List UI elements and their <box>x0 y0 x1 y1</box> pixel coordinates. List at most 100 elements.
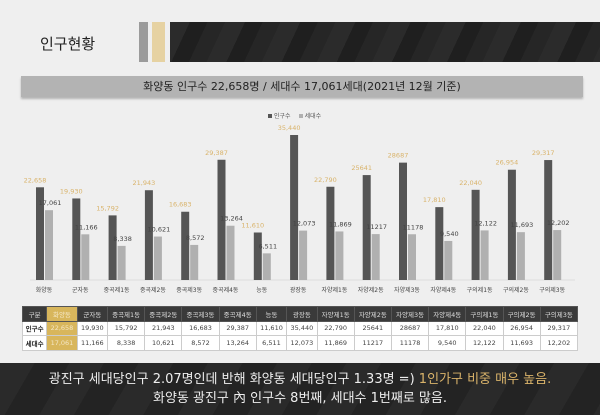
label-population: 29,317 <box>532 149 555 157</box>
label-population: 35,440 <box>278 124 301 132</box>
table-cell: 8,572 <box>181 335 220 351</box>
summary-highlight: 1인가구 비중 매우 높음. <box>418 372 552 387</box>
category-label: 구의제2동 <box>503 286 529 294</box>
label-population: 16,683 <box>169 201 192 209</box>
summary-line-2: 화양동 광진구 內 인구수 8번째, 세대수 1번째로 많음. <box>153 391 447 406</box>
beige-accent-block <box>152 22 165 62</box>
summary-line-1: 광진구 세대당인구 2.07명인데 반해 화양동 세대당인구 1.33명 =) … <box>48 372 552 387</box>
table-cell: 11217 <box>353 335 392 351</box>
bar-population <box>144 190 153 280</box>
legend-households: 세대수 <box>298 111 321 120</box>
table-header-cell: 중곡제2동 <box>144 306 183 322</box>
bar-population <box>507 169 516 280</box>
table-header-cell: 자양제1동 <box>316 306 355 322</box>
legend: 인구수 세대수 <box>268 111 321 120</box>
chart-subtitle: 화양동 인구수 22,658명 / 세대수 17,061세대(2021년 12월… <box>21 76 583 97</box>
bar-population <box>471 189 480 280</box>
label-population: 22,658 <box>24 176 47 184</box>
label-population: 22,040 <box>459 179 482 187</box>
bar-population <box>290 135 299 280</box>
category-label: 중곡제1동 <box>104 286 130 294</box>
bar-population <box>181 211 190 280</box>
label-population: 22,790 <box>314 176 337 184</box>
label-households: 17,061 <box>39 199 62 207</box>
table-cell: 세대수 <box>21 335 48 351</box>
category-label: 자양제3동 <box>394 286 420 294</box>
category-label: 중곡제3동 <box>176 286 202 294</box>
label-population: 17,810 <box>423 196 446 204</box>
bar-population <box>108 215 117 280</box>
label-population: 25641 <box>351 164 372 172</box>
page-title: 인구현황 <box>40 35 96 53</box>
category-label: 자양제4동 <box>430 286 456 294</box>
bar-population <box>253 232 262 280</box>
table-header-row: 구분 화양동 군자동 중곡제1동 중곡제2동 중곡제3동 중곡제4동 능동 광장동 자양제1동 자양… <box>21 306 579 322</box>
table-header-cell: 구의제3동 <box>539 306 579 322</box>
table-header-cell: 구의제1동 <box>465 306 504 322</box>
bar-households <box>444 240 453 280</box>
bar-households <box>299 230 308 280</box>
label-population: 29,387 <box>205 149 228 157</box>
label-households: 11217 <box>366 223 387 231</box>
table-header-cell: 자양제3동 <box>390 306 430 322</box>
table-row: 세대수 17,061 11,166 8,338 10,621 8,572 13,264 6,5… <box>21 335 579 351</box>
bar-households <box>190 244 199 280</box>
bar-population <box>36 187 44 280</box>
bar-households <box>45 210 53 280</box>
table-cell: 11,869 <box>316 335 355 351</box>
table-cell: 19,930 <box>76 320 109 336</box>
table-cell: 11,610 <box>255 320 288 336</box>
table-header-cell: 화양동 <box>46 306 78 322</box>
table-cell: 11178 <box>390 335 430 351</box>
label-households: 11,869 <box>329 220 352 228</box>
legend-population: 인구수 <box>268 111 291 120</box>
table-header-cell: 능동 <box>255 306 288 322</box>
bar-population <box>544 160 553 280</box>
table-cell: 10,621 <box>144 335 183 351</box>
table-header-cell: 광장동 <box>286 306 318 322</box>
category-label: 자양제2동 <box>358 286 384 294</box>
table-header-cell: 중곡제4동 <box>218 306 257 322</box>
bar-population <box>399 162 407 280</box>
table-cell: 35,440 <box>286 320 318 336</box>
category-label: 구의제3동 <box>539 286 565 294</box>
table-header-cell: 중곡제3동 <box>181 306 220 322</box>
label-households: 10,621 <box>148 226 171 234</box>
table-cell: 8,338 <box>107 335 146 351</box>
table-cell: 15,792 <box>107 320 146 336</box>
table-header-cell: 중곡제1동 <box>107 306 146 322</box>
table-cell: 17,810 <box>428 320 467 336</box>
table-cell: 29,387 <box>218 320 257 336</box>
table-cell: 인구수 <box>21 320 48 336</box>
table-cell: 12,202 <box>539 335 579 351</box>
category-label: 구의제1동 <box>467 286 493 294</box>
category-label: 능동 <box>256 287 268 294</box>
label-population: 21,943 <box>133 179 156 187</box>
label-population: 28687 <box>388 152 409 160</box>
table-header-cell: 구분 <box>21 306 48 322</box>
bar-chart: 22,658 17,061 화양동 19,930 11,166 군자동 15,792 8,33… <box>24 124 575 294</box>
table-cell: 11,693 <box>502 335 541 351</box>
bar-households <box>335 231 344 280</box>
table-cell: 17,061 <box>46 335 78 351</box>
table-cell: 12,073 <box>286 335 318 351</box>
bar-population <box>435 207 444 280</box>
table-cell: 26,954 <box>502 320 541 336</box>
label-households: 13,264 <box>220 215 243 223</box>
label-population: 26,954 <box>496 159 519 167</box>
bar-population <box>326 186 335 280</box>
table-header-cell: 자양제4동 <box>428 306 467 322</box>
bar-households <box>226 225 235 280</box>
dark-header-band <box>170 22 600 62</box>
bar-population <box>217 159 226 280</box>
bar-households <box>371 234 380 280</box>
bar-households <box>553 230 562 280</box>
bar-households <box>516 232 525 280</box>
label-households: 9,540 <box>440 230 459 238</box>
category-label: 자양제1동 <box>321 286 347 294</box>
table-header-cell: 자양제2동 <box>353 306 392 322</box>
label-households: 6,511 <box>258 242 277 250</box>
table-header-cell: 구의제2동 <box>502 306 541 322</box>
bar-population <box>72 198 81 280</box>
table-cell: 6,511 <box>255 335 288 351</box>
